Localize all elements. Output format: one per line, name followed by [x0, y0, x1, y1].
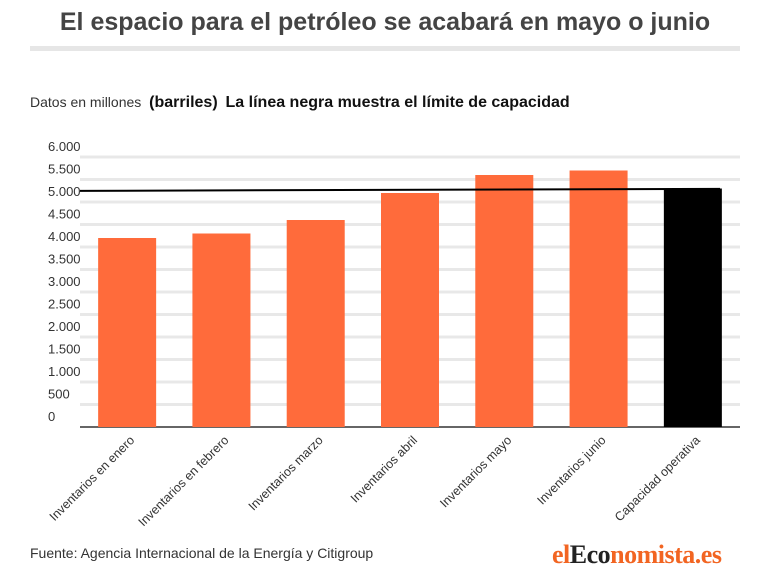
x-tick-label: Inventarios mayo	[437, 433, 514, 510]
unit-bold: (barriles)	[149, 94, 218, 111]
x-tick-label: Capacidad operativa	[612, 433, 703, 524]
bar	[192, 233, 251, 427]
y-tick-label: 2.500	[48, 297, 81, 312]
y-tick-label: 1.500	[48, 342, 81, 357]
source-note: Fuente: Agencia Internacional de la Ener…	[30, 545, 374, 561]
x-tick-label: Inventarios abril	[348, 433, 420, 505]
bar	[475, 175, 534, 427]
bar	[98, 238, 157, 427]
x-tick-label: Inventarios marzo	[246, 433, 326, 513]
y-tick-label: 6.000	[48, 139, 81, 154]
bar	[569, 170, 628, 427]
y-tick-label: 2.000	[48, 319, 81, 334]
logo: elEconomista.es	[552, 540, 722, 569]
y-tick-label: 4.000	[48, 229, 81, 244]
y-tick-label: 500	[48, 387, 70, 402]
y-tick-label: 5.500	[48, 162, 81, 177]
y-tick-label: 3.500	[48, 252, 81, 267]
x-tick-label: Inventarios en febrero	[136, 433, 232, 529]
y-tick-label: 1.000	[48, 364, 81, 379]
bar	[381, 193, 439, 427]
note: La línea negra muestra el límite de capa…	[225, 94, 570, 111]
y-tick-label: 4.500	[48, 207, 81, 222]
capacity-line	[79, 187, 721, 192]
y-tick-label: 0	[48, 409, 55, 424]
y-tick-label: 5.000	[48, 184, 81, 199]
bar	[286, 220, 345, 427]
bar	[663, 188, 722, 427]
x-tick-label: Inventarios junio	[534, 433, 608, 507]
chart-title: El espacio para el petróleo se acabará e…	[59, 8, 711, 36]
unit-label: Datos en millones	[30, 94, 142, 110]
y-tick-label: 3.000	[48, 274, 81, 289]
x-tick-label: Inventarios en enero	[47, 433, 138, 524]
chart-subtitle: Datos en millones (barriles) La línea ne…	[30, 94, 570, 112]
title-divider	[30, 46, 740, 51]
